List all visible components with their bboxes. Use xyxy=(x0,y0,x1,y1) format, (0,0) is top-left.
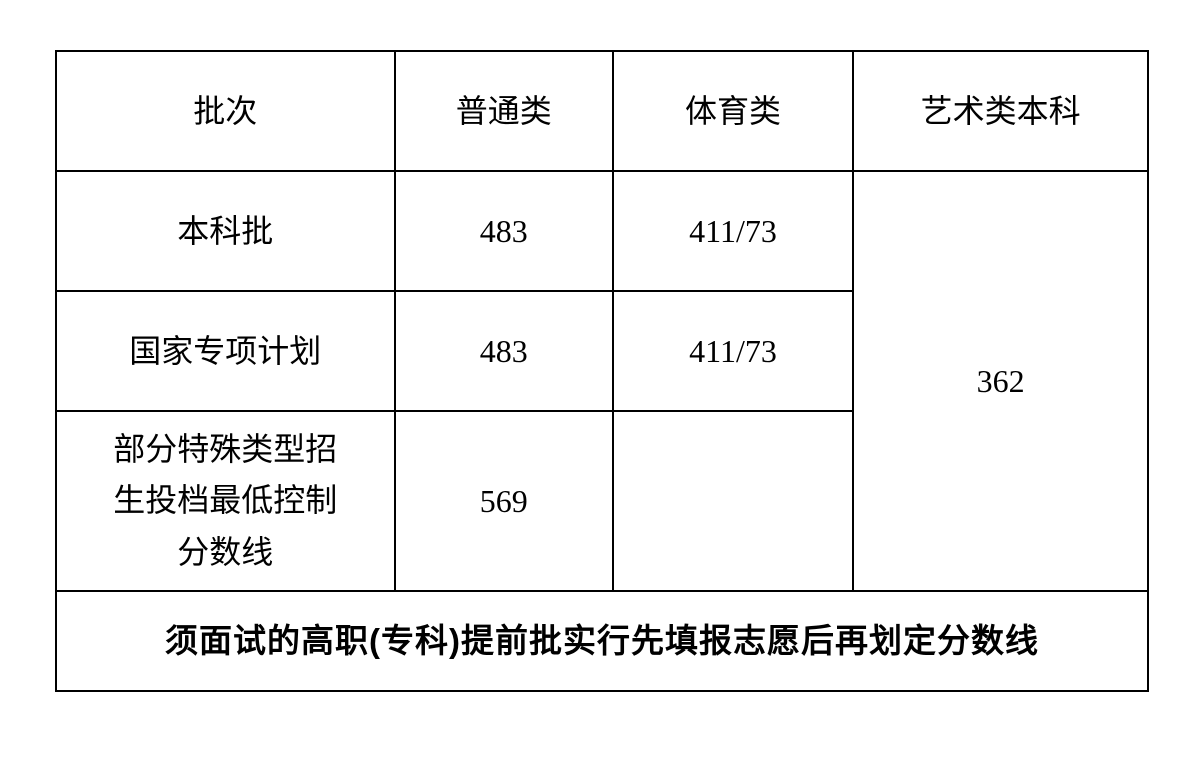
score-table: 批次 普通类 体育类 艺术类本科 本科批 483 411/73 362 国家专项… xyxy=(55,50,1149,692)
table-row: 本科批 483 411/73 362 xyxy=(56,171,1148,291)
cell-general: 569 xyxy=(395,411,613,591)
cell-sports: 411/73 xyxy=(613,171,853,291)
footer-note: 须面试的高职(专科)提前批实行先填报志愿后再划定分数线 xyxy=(56,591,1148,691)
header-general: 普通类 xyxy=(395,51,613,171)
table-footer-row: 须面试的高职(专科)提前批实行先填报志愿后再划定分数线 xyxy=(56,591,1148,691)
header-art: 艺术类本科 xyxy=(853,51,1148,171)
cell-art-merged: 362 xyxy=(853,171,1148,591)
header-batch: 批次 xyxy=(56,51,395,171)
table-header-row: 批次 普通类 体育类 艺术类本科 xyxy=(56,51,1148,171)
header-sports: 体育类 xyxy=(613,51,853,171)
cell-batch-line1: 部分特殊类型招 xyxy=(113,431,337,467)
cell-batch: 本科批 xyxy=(56,171,395,291)
cell-sports xyxy=(613,411,853,591)
cell-batch-line3: 分数线 xyxy=(177,534,273,570)
cell-batch: 国家专项计划 xyxy=(56,291,395,411)
cell-batch: 部分特殊类型招 生投档最低控制 分数线 xyxy=(56,411,395,591)
cell-general: 483 xyxy=(395,171,613,291)
cell-batch-line2: 生投档最低控制 xyxy=(113,482,337,518)
cell-general: 483 xyxy=(395,291,613,411)
cell-sports: 411/73 xyxy=(613,291,853,411)
